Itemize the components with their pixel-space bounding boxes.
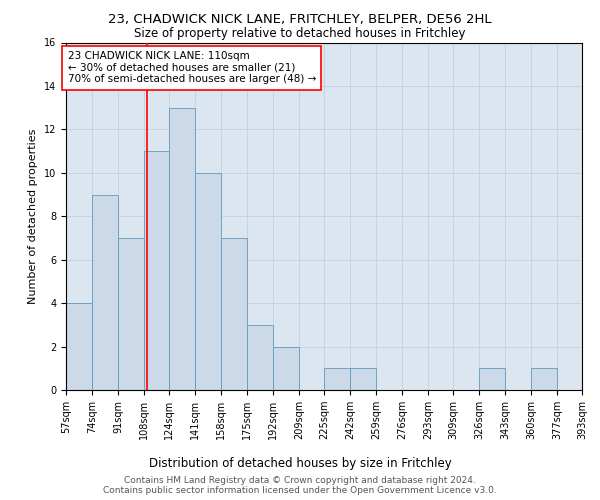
Bar — [66, 303, 92, 390]
Y-axis label: Number of detached properties: Number of detached properties — [28, 128, 38, 304]
Bar — [145, 151, 169, 390]
Text: 23, CHADWICK NICK LANE, FRITCHLEY, BELPER, DE56 2HL: 23, CHADWICK NICK LANE, FRITCHLEY, BELPE… — [108, 12, 492, 26]
Bar — [169, 108, 195, 390]
Text: 23 CHADWICK NICK LANE: 110sqm
← 30% of detached houses are smaller (21)
70% of s: 23 CHADWICK NICK LANE: 110sqm ← 30% of d… — [68, 51, 316, 84]
Bar — [324, 368, 350, 390]
Bar — [92, 194, 118, 390]
Bar — [532, 368, 557, 390]
Bar — [247, 325, 274, 390]
Text: Distribution of detached houses by size in Fritchley: Distribution of detached houses by size … — [149, 458, 451, 470]
Text: Size of property relative to detached houses in Fritchley: Size of property relative to detached ho… — [134, 28, 466, 40]
Bar — [118, 238, 145, 390]
Bar — [195, 173, 221, 390]
Bar — [221, 238, 247, 390]
Bar — [350, 368, 376, 390]
Bar — [479, 368, 505, 390]
Bar — [274, 346, 299, 390]
Text: Contains HM Land Registry data © Crown copyright and database right 2024.
Contai: Contains HM Land Registry data © Crown c… — [103, 476, 497, 495]
